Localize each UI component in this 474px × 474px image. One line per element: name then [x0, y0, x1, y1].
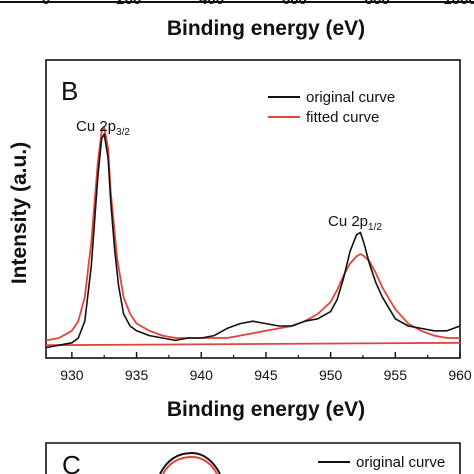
- annotation-cu-2p3-2: Cu 2p3/2: [76, 118, 130, 138]
- top-panel-tick-label: 200: [116, 0, 141, 8]
- top-panel-tick-label: 1000: [443, 0, 474, 8]
- annotation-cu-2p1-2-main: Cu 2p: [328, 213, 368, 230]
- top-panel-tick-labels: 0 200 400 600 800 1000: [42, 0, 474, 8]
- x-axis-ticks: 930 935 940 945 950 955 960: [60, 352, 472, 383]
- x-tick-label: 945: [254, 367, 278, 383]
- series-layer: [45, 125, 461, 349]
- legend: original curve fitted curve: [268, 89, 395, 126]
- panel-b-letter: B: [61, 76, 78, 106]
- x-tick-label: 940: [190, 367, 214, 383]
- top-panel-tick-label: 800: [365, 0, 390, 8]
- annotation-cu-2p1-2: Cu 2p1/2: [328, 213, 382, 233]
- panel-c-original-curve: [159, 451, 221, 474]
- top-panel-tick-label: 400: [199, 0, 224, 8]
- annotation-cu-2p3-2-main: Cu 2p: [76, 118, 116, 135]
- panel-c: C original curve: [45, 442, 461, 474]
- legend-label-original: original curve: [306, 89, 395, 106]
- panel-b-frame: [45, 59, 461, 359]
- panel-c-letter: C: [62, 450, 81, 474]
- annotation-cu-2p1-2-sub: 1/2: [368, 222, 382, 233]
- x-tick-label: 930: [60, 367, 84, 383]
- x-axis-title: Binding energy (eV): [167, 398, 365, 421]
- legend-label-fitted: fitted curve: [306, 109, 379, 126]
- x-tick-label: 935: [125, 367, 149, 383]
- panel-c-frame: [45, 442, 461, 474]
- top-panel-tick-label: 600: [282, 0, 307, 8]
- panel-c-legend-label: original curve: [356, 454, 445, 471]
- series-line-baseline: [45, 341, 461, 347]
- x-tick-label: 960: [448, 367, 472, 383]
- panel-b: B Intensity (a.u.) Binding energy (eV) 9…: [8, 59, 472, 421]
- series-line-fitted-curve: [45, 125, 460, 342]
- series-line-original-curve: [45, 133, 461, 349]
- x-tick-label: 955: [384, 367, 408, 383]
- annotation-cu-2p3-2-sub: 3/2: [116, 127, 130, 138]
- top-panel-x-axis-title: Binding energy (eV): [167, 17, 365, 40]
- top-panel-tick-label: 0: [42, 0, 50, 8]
- panel-c-fitted-curve: [162, 455, 218, 474]
- x-tick-label: 950: [319, 367, 343, 383]
- y-axis-title: Intensity (a.u.): [8, 142, 31, 284]
- top-panel: 0 200 400 600 800 1000 Binding energy (eV): [0, 0, 474, 40]
